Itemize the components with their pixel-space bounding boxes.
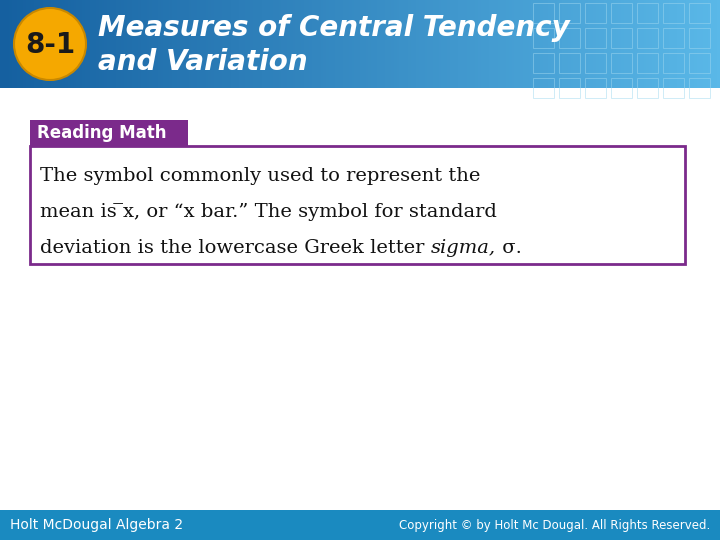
Text: and Variation: and Variation bbox=[98, 48, 307, 76]
Text: 8-1: 8-1 bbox=[25, 31, 75, 59]
Bar bbox=[689, 28, 710, 48]
Bar bbox=[663, 28, 684, 48]
Bar bbox=[585, 3, 606, 23]
Bar bbox=[611, 53, 632, 73]
Circle shape bbox=[14, 8, 86, 80]
Text: The symbol commonly used to represent the: The symbol commonly used to represent th… bbox=[40, 167, 480, 185]
Bar bbox=[533, 78, 554, 98]
Text: σ.: σ. bbox=[496, 239, 521, 257]
Bar bbox=[611, 28, 632, 48]
Bar bbox=[689, 3, 710, 23]
Text: sigma,: sigma, bbox=[431, 239, 496, 257]
Text: Holt McDougal Algebra 2: Holt McDougal Algebra 2 bbox=[10, 518, 183, 532]
Bar bbox=[30, 146, 685, 264]
Bar bbox=[533, 28, 554, 48]
Bar bbox=[689, 53, 710, 73]
Bar bbox=[533, 3, 554, 23]
Bar bbox=[663, 78, 684, 98]
Bar bbox=[30, 120, 188, 146]
Bar bbox=[0, 510, 720, 540]
Bar bbox=[585, 28, 606, 48]
Bar bbox=[585, 78, 606, 98]
Bar bbox=[559, 28, 580, 48]
Bar bbox=[533, 53, 554, 73]
Bar bbox=[585, 53, 606, 73]
Bar bbox=[637, 3, 658, 23]
Bar bbox=[611, 78, 632, 98]
Bar bbox=[637, 53, 658, 73]
Bar bbox=[637, 28, 658, 48]
Bar bbox=[663, 3, 684, 23]
Text: mean is ̅x, or “x bar.” The symbol for standard: mean is ̅x, or “x bar.” The symbol for s… bbox=[40, 203, 497, 221]
Text: Reading Math: Reading Math bbox=[37, 125, 166, 143]
Bar bbox=[559, 78, 580, 98]
Bar bbox=[663, 53, 684, 73]
Bar bbox=[637, 78, 658, 98]
Bar bbox=[611, 3, 632, 23]
Text: Copyright © by Holt Mc Dougal. All Rights Reserved.: Copyright © by Holt Mc Dougal. All Right… bbox=[399, 519, 710, 532]
Text: deviation is the lowercase Greek letter: deviation is the lowercase Greek letter bbox=[40, 239, 431, 257]
Bar bbox=[559, 3, 580, 23]
Text: Measures of Central Tendency: Measures of Central Tendency bbox=[98, 14, 570, 42]
Bar bbox=[559, 53, 580, 73]
Bar bbox=[689, 78, 710, 98]
